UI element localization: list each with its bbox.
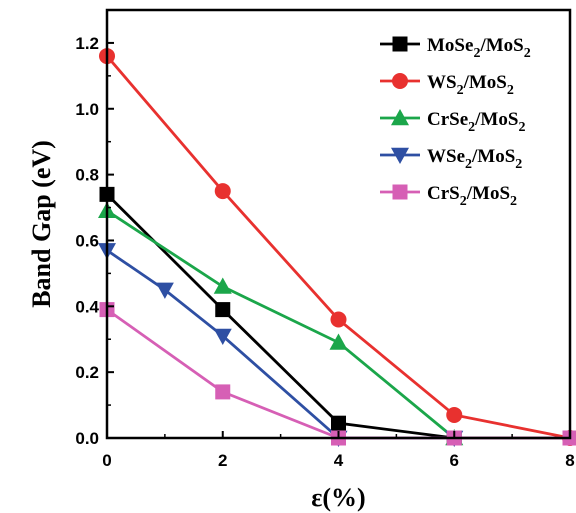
legend-label-part: /MoS — [471, 146, 515, 167]
data-point — [213, 277, 232, 294]
legend-item: CrSe2/MoS2 — [380, 109, 525, 135]
data-point — [446, 406, 463, 423]
legend-marker — [392, 36, 408, 52]
legend-item: CrS2/MoS2 — [380, 183, 517, 209]
legend-label-part: 2 — [515, 157, 522, 172]
legend-item: WSe2/MoS2 — [380, 146, 522, 172]
legend-label: CrS2/MoS2 — [427, 183, 517, 209]
series-line — [106, 209, 456, 440]
legend-label-part: /MoS — [474, 109, 518, 130]
legend-marker — [391, 147, 409, 164]
y-tick-label: 1.0 — [75, 100, 99, 119]
legend-item: WS2/MoS2 — [380, 72, 514, 98]
data-point — [214, 183, 231, 200]
legend-label-part: 2 — [460, 194, 467, 209]
legend-label-part: 2 — [518, 120, 525, 135]
legend: MoSe2/MoS2WS2/MoS2CrSe2/MoS2WSe2/MoS2CrS… — [380, 35, 531, 209]
x-tick-label: 4 — [334, 451, 344, 470]
y-tick-label: 0.4 — [75, 297, 99, 316]
data-point — [329, 333, 348, 350]
y-tick-label: 1.2 — [75, 34, 99, 53]
y-tick-label: 0.8 — [75, 166, 99, 185]
data-point — [215, 302, 231, 318]
ticks-layer: 0 2 4 6 8 0.0 0.2 0.4 0.6 0.8 1.0 1.2 — [75, 9, 575, 470]
legend-marker — [391, 109, 409, 126]
y-tick-label: 0.0 — [75, 429, 99, 448]
data-point — [330, 311, 347, 328]
legend-label-part: 2 — [457, 83, 464, 98]
legend-label-part: /MoS — [466, 183, 510, 204]
legend-label-part: 2 — [468, 120, 475, 135]
series-group — [99, 48, 576, 446]
x-tick-label: 6 — [450, 451, 459, 470]
y-axis-title: Band Gap (eV) — [27, 140, 56, 308]
legend-label-part: CrS — [427, 183, 460, 204]
legend-label-part: 2 — [524, 46, 531, 61]
series-line — [106, 249, 455, 440]
legend-label-part: /MoS — [463, 72, 507, 93]
legend-marker — [392, 184, 408, 200]
data-point — [331, 415, 346, 431]
x-axis-title: ε(%) — [311, 483, 365, 512]
x-tick-label: 8 — [565, 451, 574, 470]
legend-marker — [392, 73, 408, 89]
legend-label-part: MoSe — [427, 35, 473, 56]
legend-label: WSe2/MoS2 — [427, 146, 522, 172]
y-tick-label: 0.6 — [75, 231, 99, 250]
legend-label-part: 2 — [473, 46, 480, 61]
x-tick-label: 2 — [218, 451, 227, 470]
legend-label-part: 2 — [507, 83, 514, 98]
legend-label-part: CrSe — [427, 109, 468, 130]
legend-label-part: 2 — [465, 157, 472, 172]
legend-label-part: 2 — [510, 194, 517, 209]
legend-label-part: /MoS — [479, 35, 523, 56]
series-layer — [98, 48, 576, 447]
legend-label: CrSe2/MoS2 — [427, 109, 525, 135]
legend-item: MoSe2/MoS2 — [380, 35, 531, 61]
data-point — [215, 384, 231, 400]
legend-label-part: WS — [427, 72, 457, 93]
data-point — [155, 282, 174, 299]
legend-label: WS2/MoS2 — [427, 72, 514, 98]
y-tick-label: 0.2 — [75, 363, 99, 382]
legend-label: MoSe2/MoS2 — [427, 35, 531, 61]
x-tick-label: 0 — [102, 451, 111, 470]
legend-label-part: WSe — [427, 146, 465, 167]
data-point — [213, 328, 232, 345]
